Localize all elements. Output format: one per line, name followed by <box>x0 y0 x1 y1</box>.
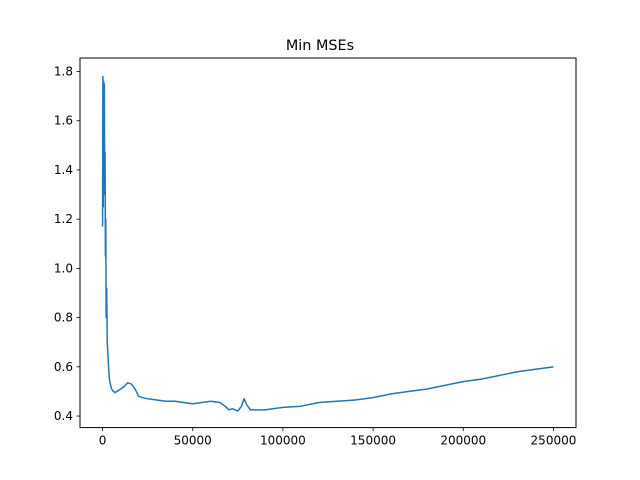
x-tick-label: 0 <box>99 434 107 448</box>
y-tick-label: 1.4 <box>54 163 73 177</box>
x-tick-label: 50000 <box>174 434 212 448</box>
x-tick-label: 250000 <box>531 434 577 448</box>
y-tick-label: 1.8 <box>54 65 73 79</box>
axes-frame <box>79 57 577 429</box>
x-tick-label: 200000 <box>440 434 486 448</box>
y-tick-label: 1.2 <box>54 212 73 226</box>
y-tick-label: 1.6 <box>54 114 73 128</box>
series-line-0 <box>101 75 554 412</box>
y-tick-label: 1.0 <box>54 261 73 275</box>
y-tick-label: 0.8 <box>54 311 73 325</box>
y-tick-label: 0.6 <box>54 360 73 374</box>
chart-title: Min MSEs <box>286 38 354 54</box>
x-tick-label: 150000 <box>350 434 396 448</box>
x-tick-label: 100000 <box>260 434 306 448</box>
y-tick-label: 0.4 <box>54 409 73 423</box>
